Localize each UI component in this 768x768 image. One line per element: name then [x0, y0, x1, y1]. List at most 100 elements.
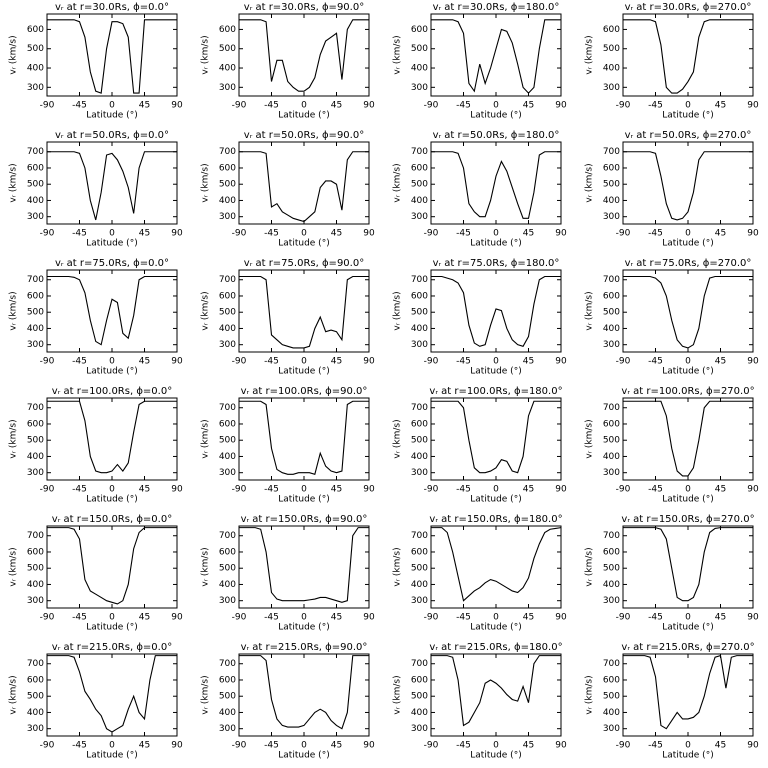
y-tick-label: 600: [411, 291, 428, 301]
x-tick-label: 90: [171, 357, 183, 367]
panel-title: vᵣ at r=75.0Rs, ϕ=270.0°: [625, 258, 752, 269]
panel: vᵣ at r=100.0Rs, ϕ=0.0° -90 -45 0 45 90 300 400…: [9, 386, 183, 505]
panel-title: vᵣ at r=50.0Rs, ϕ=90.0°: [244, 130, 364, 141]
y-tick-label: 600: [219, 163, 236, 173]
y-axis-label: vᵣ (km/s): [201, 419, 211, 458]
x-tick-label: 0: [493, 101, 499, 111]
x-axis-label: Latitude (°): [278, 623, 329, 633]
panel: vᵣ at r=150.0Rs, ϕ=270.0° -90 -45 0 45 90 300 4…: [585, 514, 759, 633]
y-tick-label: 600: [27, 547, 44, 557]
x-tick-label: 90: [363, 357, 375, 367]
x-tick-label: -90: [40, 613, 55, 623]
data-line: [47, 655, 177, 733]
panel: vᵣ at r=75.0Rs, ϕ=90.0° -90 -45 0 45 90 300 400…: [201, 258, 375, 377]
x-tick-label: 90: [555, 741, 567, 751]
panel-title: vᵣ at r=75.0Rs, ϕ=180.0°: [433, 258, 560, 269]
plot-frame: [622, 269, 754, 353]
plot-frame: [46, 653, 178, 737]
data-line: [623, 151, 753, 221]
y-tick-label: 500: [219, 44, 236, 54]
x-tick-label: 0: [493, 741, 499, 751]
y-tick-label: 400: [603, 64, 620, 74]
y-axis-label: vᵣ (km/s): [201, 35, 211, 74]
x-tick-label: 90: [363, 229, 375, 239]
y-tick-label: 600: [603, 163, 620, 173]
y-tick-label: 400: [219, 452, 236, 462]
y-tick-label: 600: [411, 163, 428, 173]
x-tick-label: -45: [456, 485, 471, 495]
x-tick-label: 45: [331, 229, 342, 239]
y-tick-label: 300: [219, 340, 236, 350]
plot-frame: [430, 13, 562, 97]
x-tick-label: -45: [456, 229, 471, 239]
x-tick-label: 0: [685, 613, 691, 623]
y-tick-label: 400: [603, 708, 620, 718]
plot-frame: [238, 397, 370, 481]
y-tick-label: 700: [411, 147, 428, 157]
x-tick-label: -90: [424, 613, 439, 623]
x-tick-label: -90: [232, 357, 247, 367]
x-tick-label: 90: [363, 485, 375, 495]
y-tick-label: 500: [27, 308, 44, 318]
y-tick-label: 400: [411, 452, 428, 462]
panel-title: vᵣ at r=75.0Rs, ϕ=90.0°: [244, 258, 364, 269]
x-tick-label: -90: [424, 229, 439, 239]
x-axis-label: Latitude (°): [470, 623, 521, 633]
x-tick-label: 90: [171, 485, 183, 495]
y-tick-label: 400: [603, 324, 620, 334]
y-tick-label: 700: [27, 147, 44, 157]
y-tick-label: 400: [219, 324, 236, 334]
x-axis-label: Latitude (°): [86, 751, 137, 761]
y-tick-label: 600: [219, 25, 236, 35]
plot-frame: [430, 653, 562, 737]
y-tick-label: 300: [27, 468, 44, 478]
panel-title: vᵣ at r=50.0Rs, ϕ=270.0°: [625, 130, 752, 141]
x-tick-label: 90: [555, 101, 567, 111]
x-tick-label: 45: [139, 613, 150, 623]
plot-frame: [622, 397, 754, 481]
y-tick-label: 700: [603, 659, 620, 669]
y-tick-label: 500: [27, 180, 44, 190]
x-axis-label: Latitude (°): [662, 239, 713, 249]
y-tick-label: 500: [603, 180, 620, 190]
x-tick-label: 0: [685, 741, 691, 751]
x-tick-label: -45: [648, 741, 663, 751]
x-axis-label: Latitude (°): [278, 239, 329, 249]
y-tick-label: 600: [219, 291, 236, 301]
data-line: [239, 19, 369, 92]
y-tick-label: 700: [219, 147, 236, 157]
y-tick-label: 700: [219, 531, 236, 541]
x-tick-label: -90: [616, 613, 631, 623]
data-line: [239, 655, 369, 730]
x-axis-label: Latitude (°): [86, 239, 137, 249]
x-axis-label: Latitude (°): [662, 751, 713, 761]
y-tick-label: 600: [411, 419, 428, 429]
x-tick-label: 90: [555, 485, 567, 495]
x-tick-label: 90: [747, 101, 759, 111]
x-tick-label: 45: [139, 485, 150, 495]
panel-title: vᵣ at r=100.0Rs, ϕ=270.0°: [621, 386, 754, 397]
x-tick-label: 0: [301, 101, 307, 111]
y-tick-label: 300: [219, 212, 236, 222]
data-line: [623, 654, 753, 730]
y-tick-label: 600: [603, 675, 620, 685]
x-axis-label: Latitude (°): [278, 495, 329, 505]
y-axis-label: vᵣ (km/s): [201, 291, 211, 330]
x-tick-label: 90: [363, 741, 375, 751]
panel-title: vᵣ at r=50.0Rs, ϕ=180.0°: [433, 130, 560, 141]
y-tick-label: 400: [411, 580, 428, 590]
y-tick-label: 300: [219, 83, 236, 93]
y-tick-label: 500: [603, 692, 620, 702]
x-axis-label: Latitude (°): [278, 111, 329, 121]
y-tick-label: 600: [603, 291, 620, 301]
data-line: [239, 275, 369, 349]
plot-frame: [46, 525, 178, 609]
panel-title: vᵣ at r=30.0Rs, ϕ=0.0°: [55, 2, 169, 13]
x-tick-label: 90: [747, 229, 759, 239]
y-tick-label: 700: [411, 531, 428, 541]
y-tick-label: 300: [411, 340, 428, 350]
panel: vᵣ at r=30.0Rs, ϕ=0.0° -90 -45 0 45 90 300 400 5…: [9, 2, 183, 121]
x-tick-label: 45: [715, 357, 726, 367]
x-tick-label: 45: [523, 485, 534, 495]
y-axis-label: vᵣ (km/s): [393, 547, 403, 586]
